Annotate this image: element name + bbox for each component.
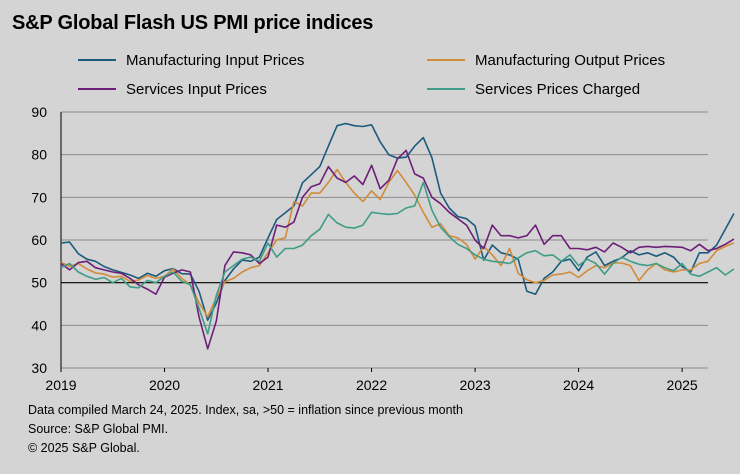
y-tick-label: 40 — [31, 317, 47, 333]
legend-item: Manufacturing Input Prices — [78, 52, 304, 69]
legend-label: Manufacturing Output Prices — [475, 52, 665, 69]
x-tick-label: 2019 — [45, 377, 76, 393]
grid-lines — [61, 111, 708, 369]
legend-label: Services Prices Charged — [475, 81, 640, 98]
x-tick-label: 2020 — [149, 377, 180, 393]
series-lines — [60, 122, 735, 350]
legend: Manufacturing Input Prices Manufacturing … — [78, 52, 665, 98]
axes: 30 40 50 60 70 80 90 2019 2020 2021 2022 2023 2024 20… — [31, 104, 697, 393]
footnotes: Data compiled March 24, 2025. Index, sa,… — [28, 401, 463, 458]
x-tick-label: 2021 — [252, 377, 283, 393]
y-tick-label: 30 — [31, 360, 47, 376]
y-tick-label: 50 — [31, 275, 47, 291]
footnote-source: Source: S&P Global PMI. — [28, 422, 169, 436]
chart-title: S&P Global Flash US PMI price indices — [12, 12, 374, 34]
series-line-manufacturing-output-prices — [60, 168, 735, 318]
y-tick-label: 80 — [31, 147, 47, 163]
footnote-data-compiled: Data compiled March 24, 2025. Index, sa,… — [28, 403, 463, 417]
y-tick-label: 60 — [31, 232, 47, 248]
x-tick-label: 2024 — [563, 377, 594, 393]
y-tick-label: 70 — [31, 189, 47, 205]
legend-item: Services Input Prices — [78, 81, 267, 98]
x-tick-label: 2023 — [460, 377, 491, 393]
x-tick-label: 2022 — [356, 377, 387, 393]
legend-item: Manufacturing Output Prices — [427, 52, 665, 69]
footnote-copyright: © 2025 S&P Global. — [28, 441, 140, 455]
legend-label: Manufacturing Input Prices — [126, 52, 304, 69]
legend-label: Services Input Prices — [126, 81, 267, 98]
series-line-manufacturing-input-prices — [60, 122, 735, 322]
legend-item: Services Prices Charged — [427, 81, 640, 98]
series-line-services-prices-charged — [60, 181, 735, 335]
series-line-services-input-prices — [60, 149, 735, 350]
y-tick-label: 90 — [31, 104, 47, 120]
x-tick-label: 2025 — [667, 377, 698, 393]
